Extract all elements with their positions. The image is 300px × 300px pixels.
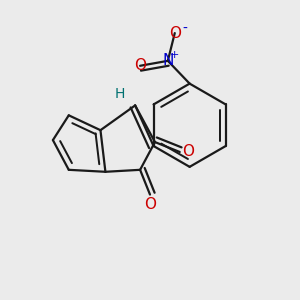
- Text: O: O: [182, 145, 194, 160]
- Text: O: O: [144, 197, 156, 212]
- Text: N: N: [162, 53, 173, 68]
- Text: +: +: [170, 50, 179, 60]
- Text: -: -: [182, 22, 187, 36]
- Text: O: O: [169, 26, 181, 40]
- Text: H: H: [115, 86, 125, 100]
- Text: O: O: [134, 58, 146, 73]
